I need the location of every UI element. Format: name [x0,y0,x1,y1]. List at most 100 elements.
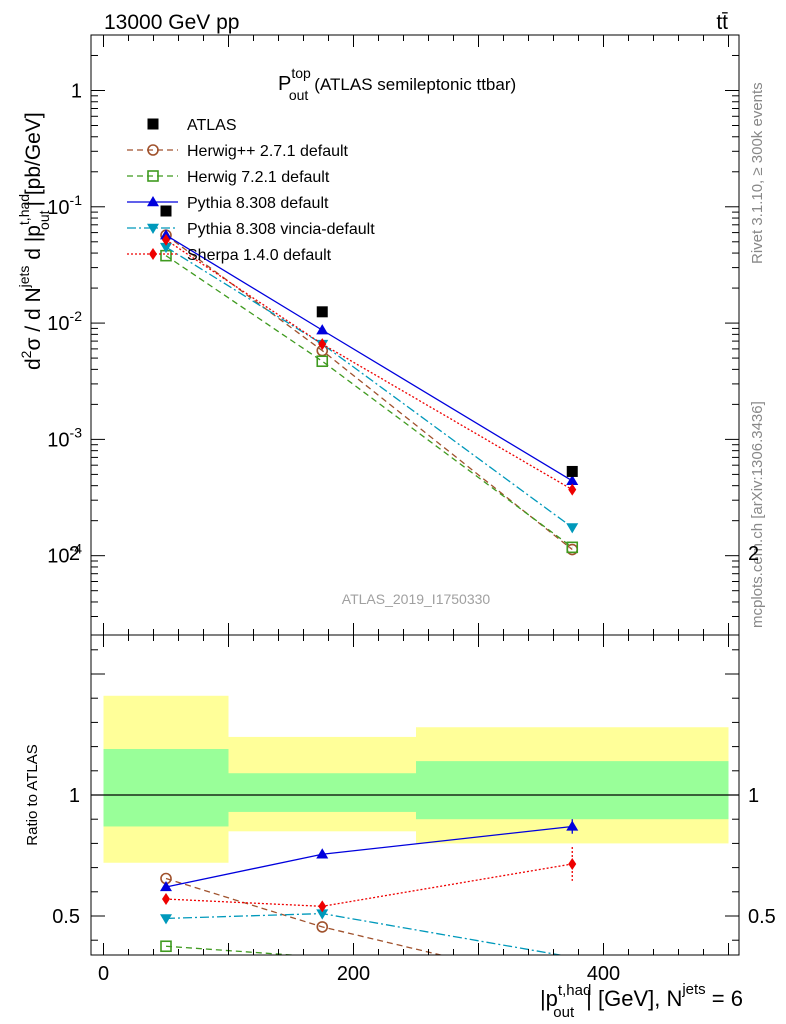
legend-entry-sherpa-1-4-0-default: Sherpa 1.4.0 default [127,247,332,264]
ratio-series-point [316,921,329,933]
legend-marker [147,223,159,234]
ratio-series-sherpa-1-4-0-default [162,857,577,913]
main-series-point [162,233,170,246]
ratio-y-tick-label-right: 0.5 [748,906,776,928]
ratio-plot-frame [90,634,740,956]
main-series-point [160,242,172,254]
main-series-point [566,541,579,554]
legend-marker [147,144,159,156]
atlas-data-point [566,465,578,477]
ratio-series-pythia-8-308-vincia-default [160,909,564,955]
main-series-herwig-7-2-1-default [160,249,579,554]
ylabel-jets: jets [16,266,32,289]
ratio-uncertainty-bands [103,695,729,863]
ylabel-out: out [36,210,52,230]
main-series-sherpa-1-4-0-default [162,233,577,496]
main-axis-ticks [91,35,739,635]
main-series-line [165,234,573,551]
legend-entry-pythia-8-308-default: Pythia 8.308 default [127,195,329,212]
main-y-tick-label: 10-4 [47,541,82,568]
ratio-y-tick-label: 0.5 [52,906,80,928]
energy-label: 13000 GeV pp [104,11,239,34]
xlabel-jets: jets [681,981,705,998]
tick-mantissa: 1 [71,80,82,102]
main-y-tick-label: 10-1 [47,192,82,219]
rivet-label: Rivet 3.1.10, ≥ 300k events [749,82,766,264]
main-series-point [316,324,329,335]
ratio-band-green [416,761,729,820]
ratio-series-line [165,863,573,907]
xlabel-p: |p [540,986,558,1011]
tick-mantissa: 10 [47,313,69,335]
main-y-tick-labels: 110-110-210-310-4 [47,80,82,567]
legend-label: Herwig++ 2.7.1 default [187,143,349,160]
ratio-series-line [165,945,301,955]
tick-exponent: -4 [70,541,83,557]
ratio-series-point [160,880,172,892]
process-label: tt̄ [716,11,728,34]
legend: ATLAS Herwig++ 2.7.1 default Herwig 7.2.1 … [127,117,375,264]
analysis-watermark: ATLAS_2019_I1750330 [342,591,491,607]
ratio-series-point [316,909,329,920]
legend-marker [147,196,159,207]
ratio-series-pythia-8-308-default [160,820,579,892]
ratio-series-point [160,940,172,953]
ratio-y-tick-label-right: 1 [748,785,759,807]
atlas-data-points [160,205,578,477]
atlas-data-point [160,205,172,217]
chart-title: Ptop out (ATLAS semileptonic ttbar) [278,65,516,103]
main-series-group [160,229,579,556]
main-series-point [568,483,577,496]
tick-mantissa: 10 [47,197,69,219]
legend-label: ATLAS [187,117,237,134]
legend-marker [147,118,159,130]
legend-entry-atlas: ATLAS [147,117,237,134]
main-y-tick-label: 10-2 [47,308,82,335]
ratio-series-line [165,877,444,955]
ratio-series-point [160,914,172,925]
title-main: P [278,73,291,95]
legend-entry-pythia-8-308-vincia-default: Pythia 8.308 vincia-default [127,221,375,238]
ylabel-units: | [pb/GeV] [22,112,45,206]
legend-label: Sherpa 1.4.0 default [187,247,332,264]
ratio-band-green [103,749,229,827]
ratio-axis-ticks [91,635,739,955]
atlas-data-point [316,306,328,318]
ylabel-sigma: σ / d N [22,287,45,350]
ratio-x-tick-label: 400 [587,963,620,985]
ratio-x-axis-label: |pt,had out | [GeV], Njets = 6 [540,981,743,1021]
ratio-series-point [162,893,170,906]
ylabel-sup2: 2 [18,350,34,358]
tick-exponent: -1 [70,192,83,208]
ylabel-d: d [22,358,45,370]
ratio-series-point [316,848,329,859]
ratio-plot: 0.5 0.5 1 1 2 2 0 200 400 Ratio to ATLAS |pt,ha… [24,543,776,1021]
main-series-point [316,355,329,368]
ylabel-dp: d |p [22,225,45,265]
legend-label: Herwig 7.2.1 default [187,169,330,186]
xlabel-out: out [553,1004,575,1021]
legend-entry-herwig-2-7-1-default: Herwig++ 2.7.1 default [127,143,349,160]
ratio-y-tick-label: 1 [69,785,80,807]
title-sup: top [291,65,311,81]
ylabel-thad: t,had [16,194,32,225]
xlabel-eq: = 6 [706,986,743,1011]
tick-mantissa: 10 [47,546,69,568]
main-y-tick-label: 1 [71,80,82,102]
ratio-x-tick-label: 200 [337,963,370,985]
ratio-series-herwig-7-2-1-default [160,940,301,955]
main-plot: 110-110-210-310-4 Ptop out(ATLAS semilept… [16,34,740,636]
main-y-tick-label: 10-3 [47,424,82,451]
legend-marker [149,248,157,260]
tick-mantissa: 10 [47,429,69,451]
ratio-x-tick-label: 0 [98,963,109,985]
tick-exponent: -2 [70,308,83,324]
legend-entry-herwig-7-2-1-default: Herwig 7.2.1 default [127,169,330,186]
ratio-x-tick-labels: 0 200 400 [98,963,620,985]
title-sub: out [289,87,309,103]
ratio-y-axis-label: Ratio to ATLAS [24,744,41,845]
mcplots-label: mcplots.cern.ch [arXiv:1306.3436] [749,401,766,628]
tick-exponent: -3 [70,424,83,440]
main-series-line [165,239,573,491]
